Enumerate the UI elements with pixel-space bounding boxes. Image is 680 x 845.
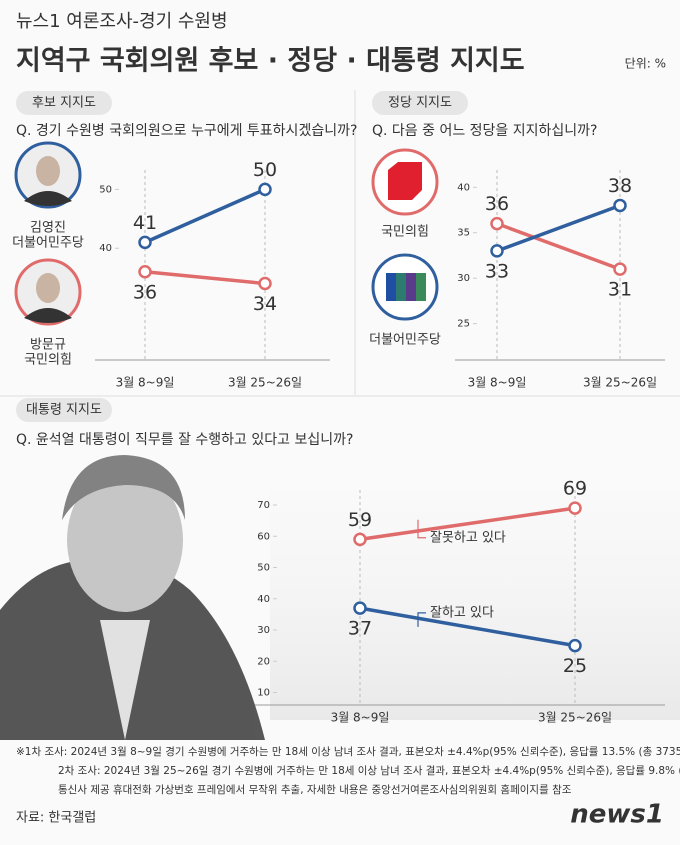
value-label: 36 — [133, 281, 157, 303]
annotation-line — [417, 519, 426, 539]
value-label: 50 — [253, 159, 277, 181]
x-tick-label: 3월 25~26일 — [228, 376, 302, 390]
president-photo — [0, 455, 265, 740]
annotation-line — [417, 612, 426, 627]
plot-shade — [270, 470, 680, 720]
point — [353, 601, 367, 615]
y-tick-label: 50 — [99, 184, 112, 195]
value-label: 41 — [133, 212, 157, 234]
y-tick-label: 20 — [257, 656, 270, 667]
legend-name: 국민의힘 — [381, 225, 429, 240]
point — [353, 532, 367, 547]
point — [258, 276, 272, 291]
question: Q. 경기 수원병 국회의원으로 누구에게 투표하시겠습니까? — [16, 123, 357, 139]
y-tick-label: 70 — [257, 500, 270, 511]
unit: 단위: % — [625, 57, 666, 71]
y-tick-label: 40 — [99, 243, 112, 254]
note: ※1차 조사: 2024년 3월 8~9일 경기 수원병에 거주하는 만 18세… — [16, 745, 680, 758]
party-logo — [388, 162, 422, 200]
point — [490, 216, 504, 231]
logo: news1 — [570, 800, 664, 830]
x-tick-label: 3월 25~26일 — [538, 711, 612, 725]
source: 자료: 한국갤럽 — [16, 811, 96, 826]
y-tick-label: 30 — [257, 625, 270, 636]
value-label: 33 — [485, 260, 509, 282]
legend-name: 더불어민주당 — [369, 333, 441, 348]
party-logo — [386, 273, 396, 301]
section-pill — [372, 91, 468, 115]
portrait-body — [24, 191, 72, 206]
value-label: 69 — [563, 478, 587, 500]
portrait-head — [36, 156, 60, 186]
section-label: 후보 지지도 — [32, 96, 96, 111]
section-label: 정당 지지도 — [388, 96, 452, 111]
point — [568, 638, 582, 653]
series-line — [359, 606, 576, 648]
series-label: 잘하고 있다 — [430, 605, 494, 620]
value-label: 37 — [348, 618, 372, 640]
legend-party: 국민의힘 — [24, 353, 72, 368]
question: Q. 윤석열 대통령이 직무를 잘 수행하고 있다고 보십니까? — [16, 432, 353, 448]
value-label: 34 — [253, 293, 277, 315]
series-line — [144, 187, 266, 244]
question: Q. 다음 중 어느 정당을 지지하십니까? — [372, 123, 597, 139]
y-tick-label: 40 — [457, 182, 470, 193]
y-tick-label: 60 — [257, 531, 270, 542]
note: 2차 조사: 2024년 3월 25~26일 경기 수원병에 거주하는 만 18… — [58, 764, 680, 777]
legend-name: 방문규 — [30, 338, 66, 353]
value-label: 25 — [563, 655, 587, 677]
series-line — [144, 270, 266, 286]
note: 통신사 제공 휴대전화 가상번호 프레임에서 무작위 추출, 자세한 내용은 중… — [58, 783, 572, 796]
point — [613, 262, 627, 276]
y-tick-label: 30 — [457, 273, 470, 284]
x-tick-label: 3월 25~26일 — [583, 376, 657, 390]
x-tick-label: 3월 8~9일 — [116, 376, 175, 390]
point — [613, 198, 627, 213]
portrait-head — [36, 273, 60, 303]
series-line — [496, 203, 621, 253]
portrait-body — [24, 308, 72, 323]
party-logo — [396, 273, 406, 301]
point — [568, 501, 582, 515]
y-tick-label: 10 — [257, 688, 270, 699]
series-line — [359, 506, 576, 542]
point — [258, 182, 272, 197]
point — [138, 235, 152, 250]
point — [138, 265, 152, 279]
y-tick-label: 50 — [257, 563, 270, 574]
party-logo — [406, 273, 416, 301]
title: 지역구 국회의원 후보 · 정당 · 대통령 지지도 — [16, 46, 525, 77]
y-tick-label: 25 — [457, 319, 470, 330]
legend-name: 김영진 — [30, 221, 66, 236]
kicker: 뉴스1 여론조사-경기 수원병 — [16, 11, 228, 32]
y-tick-label: 40 — [257, 594, 270, 605]
party-logo — [416, 273, 426, 301]
section-label: 대통령 지지도 — [26, 403, 102, 418]
x-tick-label: 3월 8~9일 — [331, 711, 390, 725]
value-label: 38 — [608, 175, 632, 197]
legend-party: 더불어민주당 — [12, 236, 84, 251]
series-line — [496, 221, 621, 271]
value-label: 31 — [608, 279, 632, 301]
value-label: 36 — [485, 193, 509, 215]
point — [490, 244, 504, 258]
x-tick-label: 3월 8~9일 — [468, 376, 527, 390]
section-pill — [16, 398, 112, 422]
section-pill — [16, 91, 112, 115]
value-label: 59 — [348, 509, 372, 531]
series-label: 잘못하고 있다 — [430, 530, 506, 545]
y-tick-label: 35 — [457, 228, 470, 239]
